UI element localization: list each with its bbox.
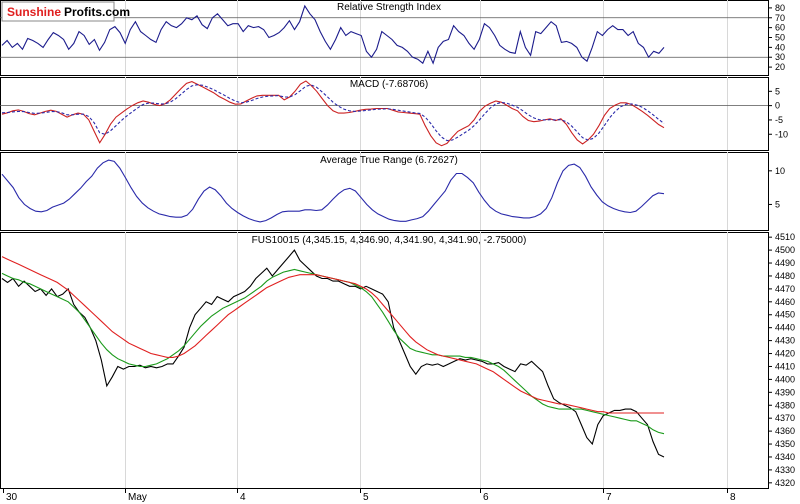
series-line-1: [1, 159, 665, 223]
chart-panel-4: 4320 4330 4340 4350 4360 4370 4380 4390 4400 4410…: [0, 232, 795, 489]
series-line-1: [1, 249, 665, 458]
y-tick-label: 4400: [775, 374, 795, 384]
y-tick-label: 4340: [775, 452, 795, 462]
x-axis: 30 May 4 5 6 7 8: [0, 488, 768, 503]
y-tick-label: 4360: [775, 426, 795, 436]
y-tick-label: 4500: [775, 245, 795, 255]
panel-frame: [0, 152, 769, 231]
series-line-2: [1, 84, 665, 142]
chart-panel-2: -10 -5 0 5 MACD (-7.68706): [0, 77, 788, 151]
y-tick-label: 4380: [775, 400, 795, 410]
panel-title: MACD (-7.68706): [350, 79, 428, 90]
x-tick-label: 8: [730, 492, 736, 503]
series-line-3: [1, 256, 664, 414]
y-tick-label: 4350: [775, 439, 795, 449]
x-tick-label: 30: [6, 492, 18, 503]
y-tick-label: 4320: [775, 478, 795, 488]
panel-frame: [0, 77, 769, 151]
y-tick-label: 5: [775, 86, 780, 96]
y-tick-label: 80: [775, 3, 785, 13]
y-tick-label: 4430: [775, 336, 795, 346]
series-line-1: [1, 4, 665, 65]
panel-title: Average True Range (6.72627): [320, 155, 458, 166]
y-tick-label: 4480: [775, 271, 795, 281]
x-tick-label: 6: [483, 492, 489, 503]
y-tick-label: 4390: [775, 387, 795, 397]
y-tick-label: 30: [775, 52, 785, 62]
y-tick-label: -10: [775, 129, 788, 139]
logo-brand-suffix: Profits.com: [64, 5, 130, 19]
y-tick-label: 4510: [775, 232, 795, 242]
y-tick-label: 60: [775, 23, 785, 33]
y-tick-label: 4450: [775, 310, 795, 320]
y-tick-label: 5: [775, 199, 780, 209]
y-tick-label: 10: [775, 166, 785, 176]
y-tick-label: 40: [775, 42, 785, 52]
y-tick-label: 0: [775, 101, 780, 111]
panel-title: FUS10015 (4,345.15, 4,346.90, 4,341.90, …: [252, 235, 527, 246]
y-tick-label: -5: [775, 115, 783, 125]
x-tick-label: 4: [240, 492, 246, 503]
x-tick-label: May: [128, 492, 147, 503]
x-tick-label: 7: [606, 492, 612, 503]
panel-title: Relative Strength Index: [337, 2, 441, 13]
y-tick-label: 4460: [775, 297, 795, 307]
y-tick-label: 4410: [775, 361, 795, 371]
y-tick-label: 70: [775, 13, 785, 23]
y-tick-label: 4440: [775, 323, 795, 333]
y-tick-label: 4420: [775, 349, 795, 359]
y-tick-label: 50: [775, 33, 785, 43]
y-tick-label: 4330: [775, 465, 795, 475]
y-tick-label: 4490: [775, 258, 795, 268]
chart-panel-3: 5 10 Average True Range (6.72627): [0, 152, 785, 231]
y-tick-label: 4470: [775, 284, 795, 294]
logo[interactable]: Sunshine Profits.com: [1, 1, 130, 22]
y-tick-label: 4370: [775, 413, 795, 423]
x-tick-label: 5: [363, 492, 369, 503]
logo-brand: Sunshine: [7, 5, 61, 19]
y-tick-label: 20: [775, 62, 785, 72]
